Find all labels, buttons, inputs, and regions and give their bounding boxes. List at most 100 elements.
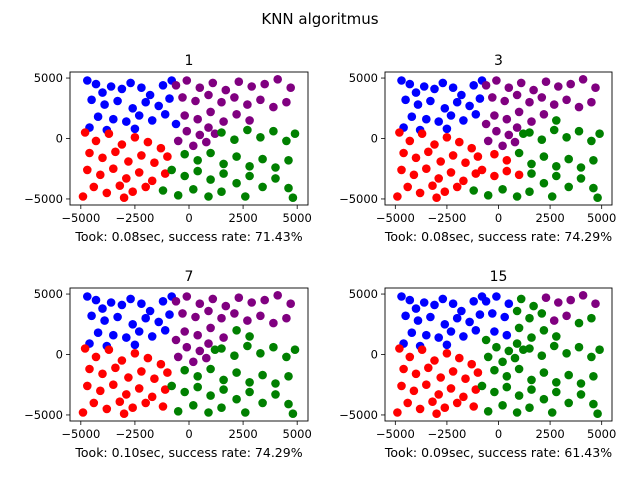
scatter-point bbox=[490, 365, 499, 375]
scatter-point bbox=[193, 372, 202, 381]
scatter-point bbox=[595, 345, 604, 355]
scatter-point bbox=[193, 382, 202, 392]
x-tick-label: −2500 bbox=[427, 427, 466, 441]
scatter-point bbox=[284, 372, 293, 381]
scatter-point bbox=[475, 310, 485, 319]
scatter-point bbox=[430, 84, 439, 94]
y-tick-label: −5000 bbox=[339, 408, 378, 422]
scatter-point bbox=[512, 339, 522, 348]
subplot-3: 7 −5000 −2500 0 2500 5000 −5000 0 5000 Took: 0.10… bbox=[24, 269, 312, 460]
scatter-point bbox=[160, 110, 170, 119]
scatter-point bbox=[525, 313, 534, 323]
scatter-point bbox=[219, 385, 228, 394]
scatter-points bbox=[78, 291, 300, 419]
scatter-point bbox=[206, 391, 215, 400]
scatter-point bbox=[234, 77, 244, 86]
scatter-point bbox=[217, 128, 226, 137]
scatter-point bbox=[514, 323, 524, 333]
scatter-point bbox=[87, 311, 96, 321]
scatter-point bbox=[232, 152, 241, 161]
scatter-point bbox=[432, 409, 441, 419]
scatter-point bbox=[527, 117, 536, 126]
scatter-point bbox=[467, 359, 477, 369]
scatter-point bbox=[469, 81, 479, 90]
scatter-point bbox=[576, 174, 586, 183]
scatter-point bbox=[134, 384, 144, 393]
scatter-point bbox=[483, 136, 493, 146]
scatter-point bbox=[430, 140, 439, 149]
scatter-point bbox=[529, 85, 538, 95]
scatter-point bbox=[455, 353, 464, 363]
scatter-point bbox=[552, 171, 561, 181]
scatter-point bbox=[539, 152, 549, 161]
scatter-point bbox=[208, 294, 218, 304]
scatter-point bbox=[411, 369, 421, 379]
scatter-point bbox=[477, 165, 487, 175]
scatter-point bbox=[288, 409, 298, 419]
scatter-point bbox=[498, 401, 507, 410]
y-tick-label: −5000 bbox=[24, 408, 63, 422]
scatter-point bbox=[467, 143, 477, 153]
scatter-point bbox=[549, 100, 559, 109]
scatter-point bbox=[104, 129, 114, 138]
scatter-point bbox=[411, 153, 421, 163]
scatter-point bbox=[446, 327, 456, 336]
scatter-point bbox=[195, 130, 205, 140]
scatter-point bbox=[419, 82, 429, 91]
x-tick-label: −2500 bbox=[115, 211, 154, 225]
scatter-point bbox=[407, 328, 417, 338]
scatter-point bbox=[109, 164, 118, 173]
scatter-point bbox=[502, 382, 512, 392]
scatter-point bbox=[514, 170, 524, 180]
x-tick-label: 2500 bbox=[535, 211, 564, 225]
y-tick-label: 0 bbox=[371, 348, 378, 362]
x-axis-label: Took: 0.09sec, success rate: 61.43% bbox=[384, 445, 612, 460]
scatter-point bbox=[193, 156, 202, 165]
scatter-point bbox=[191, 312, 200, 322]
scatter-point bbox=[158, 186, 168, 195]
y-tick-label: 5000 bbox=[34, 71, 63, 85]
scatter-point bbox=[282, 136, 291, 146]
scatter-point bbox=[269, 342, 278, 352]
scatter-point bbox=[411, 88, 421, 97]
x-tick-label: 2500 bbox=[535, 427, 564, 441]
scatter-point bbox=[171, 81, 181, 90]
scatter-point bbox=[150, 374, 159, 384]
scatter-point bbox=[160, 169, 170, 178]
scatter-point bbox=[260, 295, 270, 305]
scatter-point bbox=[115, 181, 125, 190]
scatter-point bbox=[488, 309, 497, 318]
scatter-point bbox=[98, 153, 107, 163]
scatter-point bbox=[574, 342, 584, 352]
scatter-point bbox=[111, 363, 120, 373]
scatter-point bbox=[424, 147, 433, 157]
scatter-point bbox=[399, 364, 408, 374]
subplot-grid: 1 −5000 −2500 0 2500 5000 −5000 0 5000 Took: 0.08… bbox=[24, 53, 616, 460]
scatter-point bbox=[587, 352, 596, 362]
scatter-point bbox=[481, 297, 491, 306]
scatter-point bbox=[471, 326, 481, 335]
scatter-point bbox=[452, 97, 462, 107]
y-tick-label: −5000 bbox=[339, 192, 378, 206]
scatter-point bbox=[525, 187, 534, 196]
scatter-point bbox=[469, 297, 479, 306]
scatter-point bbox=[502, 330, 512, 340]
scatter-point bbox=[502, 166, 512, 176]
scatter-point bbox=[589, 399, 598, 409]
scatter-point bbox=[512, 123, 522, 132]
x-tick-label: −5000 bbox=[61, 211, 100, 225]
scatter-point bbox=[490, 111, 499, 120]
scatter-point bbox=[217, 313, 226, 323]
scatter-point bbox=[113, 96, 122, 106]
scatter-point bbox=[498, 185, 507, 194]
scatter-point bbox=[156, 359, 166, 369]
scatter-point bbox=[471, 110, 481, 119]
scatter-point bbox=[180, 111, 189, 120]
scatter-point bbox=[113, 312, 122, 322]
scatter-point bbox=[409, 386, 419, 396]
x-tick-label: 0 bbox=[495, 427, 502, 441]
scatter-point bbox=[465, 317, 474, 327]
scatter-point bbox=[147, 176, 157, 186]
scatter-point bbox=[102, 188, 112, 198]
scatter-point bbox=[436, 157, 446, 166]
